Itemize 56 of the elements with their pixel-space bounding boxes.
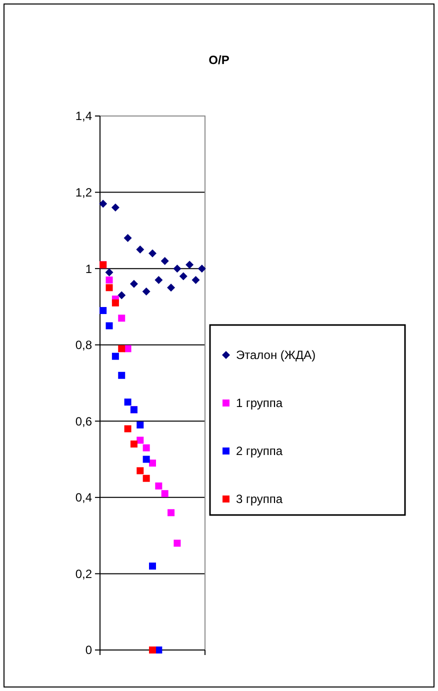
point bbox=[173, 264, 182, 273]
point bbox=[112, 299, 119, 306]
legend-label: 3 группа bbox=[236, 492, 283, 506]
y-tick-label: 0,2 bbox=[75, 566, 92, 581]
point bbox=[161, 490, 168, 498]
point bbox=[149, 646, 156, 654]
point bbox=[154, 276, 163, 284]
y-tick-label: 1 bbox=[85, 262, 92, 276]
legend-label: 2 группа bbox=[236, 444, 283, 458]
chart-title: О/Р bbox=[208, 53, 230, 67]
point bbox=[124, 398, 132, 406]
y-tick-label: 0,8 bbox=[75, 338, 92, 352]
point bbox=[100, 307, 107, 314]
legend-label: Эталон (ЖДА) bbox=[236, 348, 316, 362]
point bbox=[149, 562, 156, 570]
point bbox=[112, 352, 119, 360]
point bbox=[174, 540, 181, 547]
point bbox=[106, 322, 113, 330]
point bbox=[167, 284, 176, 292]
point bbox=[105, 268, 114, 276]
point bbox=[118, 372, 126, 379]
point bbox=[136, 436, 144, 444]
point bbox=[179, 272, 188, 280]
point bbox=[106, 276, 113, 284]
y-tick-label: 0,4 bbox=[75, 490, 92, 505]
point bbox=[136, 467, 144, 474]
point bbox=[106, 284, 113, 292]
point bbox=[160, 256, 169, 265]
point bbox=[155, 482, 162, 490]
y-tick-label: 1,2 bbox=[75, 185, 92, 200]
point bbox=[124, 345, 132, 352]
point bbox=[111, 204, 120, 212]
point bbox=[149, 460, 156, 467]
point bbox=[142, 287, 150, 296]
point bbox=[124, 425, 132, 432]
point bbox=[130, 440, 138, 448]
point bbox=[192, 276, 200, 284]
point bbox=[99, 200, 108, 208]
point bbox=[148, 249, 156, 258]
y-tick-label: 1,4 bbox=[75, 109, 92, 124]
point bbox=[118, 291, 126, 300]
point bbox=[136, 246, 144, 254]
point bbox=[118, 314, 126, 322]
point bbox=[168, 509, 175, 516]
point bbox=[130, 280, 138, 288]
y-tick-label: 0 bbox=[85, 643, 92, 658]
point bbox=[142, 456, 150, 463]
y-tick-label: 0,6 bbox=[75, 414, 92, 428]
point bbox=[124, 234, 132, 242]
point bbox=[118, 345, 126, 352]
point bbox=[142, 444, 150, 452]
point bbox=[198, 264, 206, 273]
point bbox=[186, 260, 194, 269]
point bbox=[136, 421, 144, 428]
legend-label: 1 группа bbox=[236, 396, 283, 410]
point bbox=[142, 474, 150, 482]
